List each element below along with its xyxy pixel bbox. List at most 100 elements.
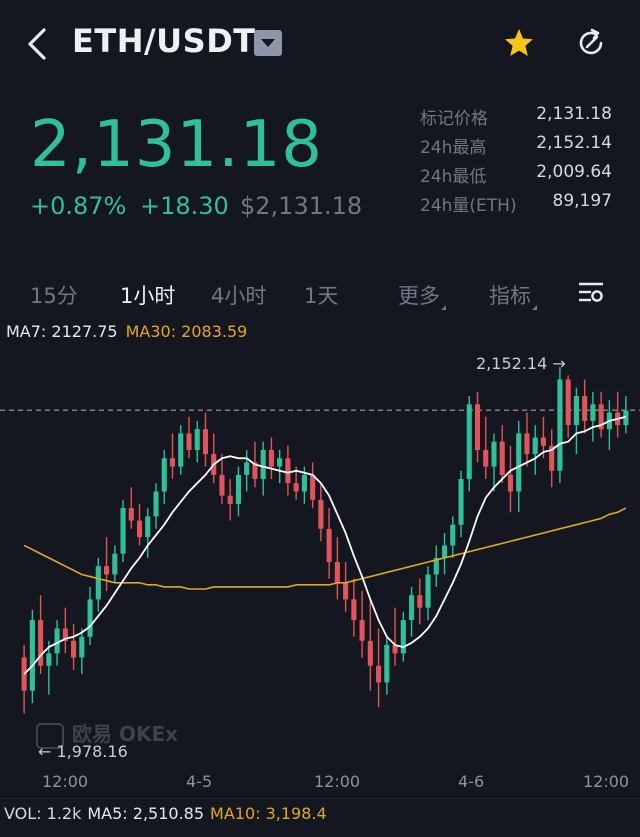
tab-indicators[interactable]: 指标	[489, 280, 537, 310]
stat-label: 24h最低	[420, 167, 487, 187]
candle	[491, 433, 497, 492]
pair-title[interactable]: ETH/USDT	[72, 22, 256, 60]
candle	[38, 595, 44, 675]
change-amount: +18.30	[140, 192, 229, 220]
candle	[343, 562, 349, 612]
vol-ma5-value: MA5: 2,510.85	[87, 804, 205, 823]
corner-triangle-icon	[441, 305, 446, 310]
candle	[293, 466, 299, 500]
candle	[615, 391, 621, 438]
candle	[310, 462, 316, 509]
candle	[186, 416, 192, 459]
candle	[29, 609, 35, 704]
tab-indicators-label: 指标	[489, 284, 531, 308]
back-arrow-icon[interactable]	[24, 26, 52, 62]
tab-15min[interactable]: 15分	[30, 284, 78, 308]
candle	[194, 420, 200, 463]
favorite-star-icon[interactable]	[503, 27, 535, 59]
candle	[277, 449, 283, 484]
candle	[425, 566, 431, 621]
stat-24h-volume: 24h量(ETH) 89,197	[420, 191, 612, 220]
candle	[202, 412, 209, 467]
change-percent: +0.87%	[30, 192, 127, 220]
x-tick-label: 4-6	[458, 772, 485, 791]
candle	[598, 391, 604, 438]
candle	[466, 396, 472, 492]
vol-ma10-value: MA10: 3,198.4	[210, 804, 327, 823]
x-tick-label: 12:00	[42, 772, 89, 791]
stat-24h-high: 24h最高 2,152.14	[420, 133, 612, 162]
candle	[392, 607, 398, 666]
header: ETH/USDT	[0, 0, 640, 88]
volume-indicator-row: VOL: 1.2k MA5: 2,510.85 MA10: 3,198.4	[4, 804, 327, 823]
candle	[359, 591, 365, 658]
candle	[46, 640, 52, 695]
tab-1day[interactable]: 1天	[304, 284, 339, 308]
candle	[557, 366, 563, 484]
candle	[441, 532, 448, 575]
stat-value: 2,131.18	[536, 104, 612, 124]
low-price-label: ← 1,978.16	[38, 742, 128, 761]
candle	[268, 437, 274, 480]
candle	[367, 599, 373, 691]
candle	[244, 449, 250, 492]
ma-indicator-row: MA7: 2127.75 MA30: 2083.59	[6, 322, 247, 341]
candle	[62, 607, 68, 654]
candle	[376, 628, 382, 708]
x-tick-label: 4-5	[186, 772, 213, 791]
watermark-text: 欧易 OKEx	[72, 722, 179, 746]
candle	[318, 483, 324, 542]
tab-4hour[interactable]: 4小时	[211, 284, 267, 308]
candle	[532, 425, 538, 475]
candle	[565, 375, 571, 438]
candle	[573, 387, 579, 455]
candle	[112, 545, 118, 583]
x-tick-label: 12:00	[314, 772, 361, 791]
tab-more[interactable]: 更多	[398, 280, 446, 310]
candle	[384, 636, 390, 695]
candle	[128, 487, 134, 529]
candle	[351, 578, 357, 637]
stat-label: 24h量(ETH)	[420, 196, 517, 216]
candle	[87, 586, 93, 646]
tab-1hour[interactable]: 1小时	[120, 284, 176, 308]
ma30-value: MA30: 2083.59	[125, 322, 248, 341]
stat-value: 2,152.14	[536, 133, 612, 153]
candle	[120, 499, 126, 563]
candle	[227, 479, 233, 521]
candle	[178, 425, 184, 475]
candle	[499, 425, 505, 484]
candle	[606, 400, 612, 450]
candle	[507, 445, 514, 513]
candle	[169, 433, 176, 480]
candle	[524, 412, 530, 467]
okex-watermark: 欧易 OKEx	[36, 718, 178, 749]
candle	[219, 454, 225, 504]
candle	[433, 545, 439, 587]
stat-24h-low: 24h最低 2,009.64	[420, 162, 612, 191]
volume-value: VOL: 1.2k	[4, 804, 82, 823]
candlestick-chart[interactable]	[0, 340, 640, 770]
candle	[161, 449, 167, 504]
refresh-share-icon[interactable]	[575, 27, 607, 59]
candle	[590, 391, 596, 442]
candle	[260, 441, 266, 496]
pair-dropdown-icon[interactable]	[254, 30, 282, 56]
candle	[483, 416, 489, 480]
candle	[145, 508, 151, 558]
ma7-line	[23, 415, 627, 675]
ma30-line	[23, 507, 627, 590]
candle	[235, 466, 242, 517]
market-stats: 标记价格 2,131.18 24h最高 2,152.14 24h最低 2,009…	[420, 104, 612, 220]
candle	[79, 628, 85, 675]
candle	[408, 586, 415, 637]
candle	[458, 470, 464, 538]
candle	[326, 508, 332, 579]
stat-mark-price: 标记价格 2,131.18	[420, 104, 612, 133]
chart-settings-icon[interactable]	[578, 280, 604, 306]
stat-label: 24h最高	[420, 138, 487, 158]
candle	[285, 445, 291, 496]
tab-more-label: 更多	[398, 284, 440, 308]
last-price: 2,131.18	[30, 108, 323, 182]
stat-value: 2,009.64	[536, 162, 612, 182]
